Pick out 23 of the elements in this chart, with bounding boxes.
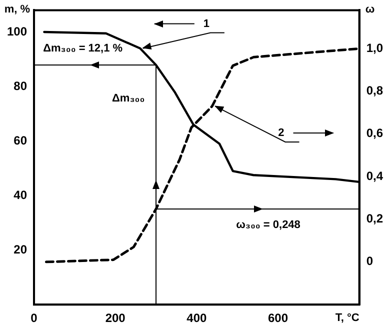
annotation: ω₃₀₀ = 0,248 (236, 219, 300, 232)
y2-tick-label: 0,4 (366, 168, 384, 183)
annotation: 2 (278, 126, 284, 139)
annotation: 1 (203, 18, 210, 30)
x-tick-label: 200 (105, 311, 126, 326)
y-tick-label: 60 (14, 133, 28, 148)
y-axis-title: m, % (4, 4, 30, 16)
y-tick-label: 40 (14, 188, 28, 202)
annotation: Δm₃₀₀ = 12,1 % (43, 42, 123, 55)
y-tick-label: 80 (14, 78, 28, 93)
x-tick-label: 0 (30, 311, 38, 326)
x-axis-title: T, °C (335, 312, 360, 324)
x-tick-label: 600 (268, 311, 288, 326)
y2-tick-label: 0,6 (366, 126, 384, 140)
y2-axis-title: ω (365, 4, 375, 16)
y2-tick-label: 0,2 (366, 212, 384, 226)
y2-tick-label: 1,0 (366, 40, 384, 55)
y-tick-label: 100 (6, 24, 28, 38)
x-tick-label: 400 (186, 311, 207, 326)
y2-tick-label: 0 (366, 254, 374, 268)
annotation: Δm₃₀₀ (112, 92, 145, 105)
y2-tick-label: 0,8 (366, 84, 384, 98)
y-tick-label: 20 (14, 242, 28, 256)
